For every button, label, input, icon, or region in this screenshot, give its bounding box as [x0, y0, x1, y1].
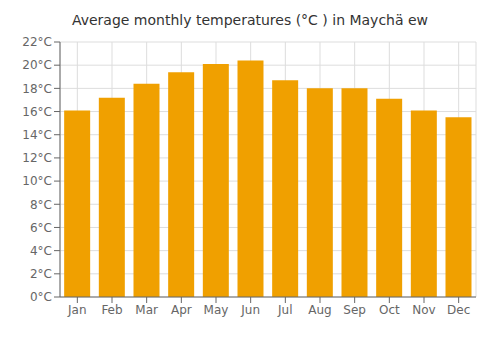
svg-text:Oct: Oct: [379, 303, 400, 317]
svg-text:Jun: Jun: [240, 303, 260, 317]
svg-text:8°C: 8°C: [30, 198, 52, 212]
svg-text:Mar: Mar: [135, 303, 158, 317]
svg-text:0°C: 0°C: [30, 290, 52, 304]
svg-text:Jan: Jan: [67, 303, 87, 317]
svg-text:12°C: 12°C: [22, 151, 52, 165]
svg-text:Jul: Jul: [277, 303, 292, 317]
svg-text:Dec: Dec: [447, 303, 470, 317]
svg-text:22°C: 22°C: [22, 35, 52, 49]
svg-text:18°C: 18°C: [22, 82, 52, 96]
svg-text:Sep: Sep: [343, 303, 366, 317]
svg-text:Apr: Apr: [171, 303, 192, 317]
svg-text:6°C: 6°C: [30, 221, 52, 235]
svg-text:2°C: 2°C: [30, 267, 52, 281]
svg-text:16°C: 16°C: [22, 105, 52, 119]
svg-text:4°C: 4°C: [30, 244, 52, 258]
svg-text:Aug: Aug: [308, 303, 331, 317]
svg-text:14°C: 14°C: [22, 128, 52, 142]
html-text:Average monthly temperatures (: Average monthly temperatures (°C ) in Ma…: [71, 12, 429, 28]
svg-text:May: May: [204, 303, 229, 317]
svg-text:Feb: Feb: [101, 303, 122, 317]
svg-text:Nov: Nov: [412, 303, 435, 317]
svg-text:20°C: 20°C: [22, 58, 52, 72]
svg-text:10°C: 10°C: [22, 174, 52, 188]
